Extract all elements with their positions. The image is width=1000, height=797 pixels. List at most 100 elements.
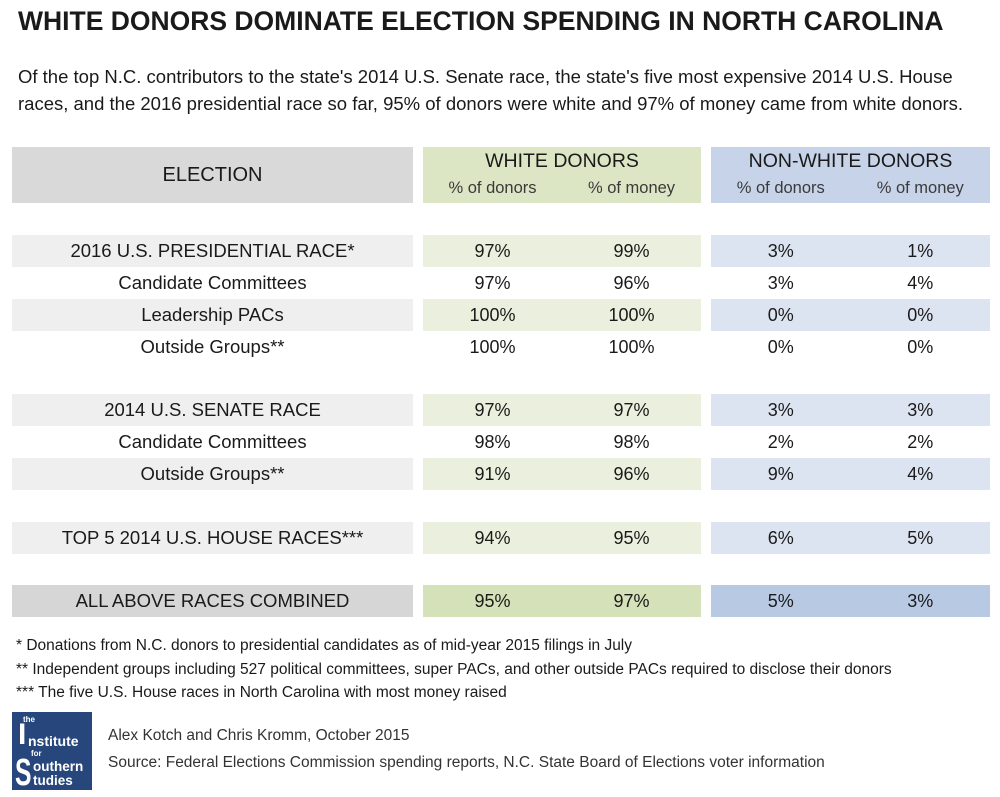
breakdown-row: Outside Groups** 91% 96% 9% 4%	[12, 458, 990, 490]
white-pct-donors-cell: 94%	[474, 527, 511, 548]
non-white-pct-money-cell: 0%	[907, 304, 934, 325]
white-donors-cells: 91% 96%	[423, 458, 701, 490]
row-label: Candidate Committees	[118, 271, 307, 293]
white-pct-money-cell: 97%	[613, 400, 650, 420]
total-row: ALL ABOVE RACES COMBINED 95% 97% 5% 3%	[12, 585, 990, 617]
non-white-donors-cells: 5% 3%	[711, 585, 990, 617]
institute-logo: the I nstitute for S outhern tudies	[12, 712, 92, 790]
election-column-header: ELECTION	[12, 147, 413, 203]
white-pct-donors-cell: 95%	[474, 591, 511, 611]
non-white-donors-cells: 0% 0%	[711, 298, 990, 331]
white-donors-cells: 100% 100%	[423, 298, 701, 331]
white-donors-cells: 98% 98%	[423, 426, 701, 458]
breakdown-row: Leadership PACs 100% 100% 0% 0%	[12, 298, 990, 331]
non-white-pct-donors-cell: 3%	[767, 400, 794, 420]
source-credit: Source: Federal Elections Commission spe…	[108, 754, 825, 771]
white-pct-donors-subheader: % of donors	[448, 179, 537, 197]
page-subtitle: Of the top N.C. contributors to the stat…	[18, 66, 964, 114]
footnote: * Donations from N.C. donors to presiden…	[16, 637, 633, 654]
row-label: Leadership PACs	[12, 298, 413, 331]
footnote: ** Independent groups including 527 poli…	[16, 660, 892, 678]
table-body: 2016 U.S. PRESIDENTIAL RACE* 97% 99% 3% 1% Ca…	[12, 234, 990, 617]
logo-letters: nstitute	[28, 733, 79, 749]
non-white-donors-cells: 2% 2%	[711, 426, 990, 458]
non-white-pct-donors-cell: 3%	[767, 240, 794, 261]
non-white-pct-donors-cell: 6%	[767, 527, 794, 548]
white-pct-money-cell: 96%	[613, 272, 650, 293]
white-pct-donors-cell: 100%	[469, 304, 516, 325]
white-pct-money-cell: 98%	[613, 432, 650, 452]
non-white-pct-donors-cell: 9%	[767, 464, 794, 484]
non-white-donors-cells: 3% 1%	[711, 234, 990, 267]
logo-letters: tudies	[33, 773, 73, 788]
footnote: *** The five U.S. House races in North C…	[16, 684, 507, 701]
breakdown-row: Outside Groups** 100% 100% 0% 0%	[12, 331, 990, 363]
table-section: 2016 U.S. PRESIDENTIAL RACE* 97% 99% 3% 1% Ca…	[12, 234, 990, 363]
white-pct-money-subheader: % of money	[587, 179, 676, 197]
white-pct-donors-cell: 100%	[469, 336, 516, 357]
non-white-pct-money-cell: 2%	[907, 432, 934, 452]
logo-letters: the	[23, 715, 35, 724]
white-donors-cells: 100% 100%	[423, 331, 701, 363]
white-donors-cells: 97% 97%	[423, 394, 701, 426]
donor-table: ELECTION WHITE DONORS % of donors % of m…	[12, 147, 990, 617]
non-white-pct-money-cell: 4%	[907, 464, 934, 484]
row-label: 2016 U.S. PRESIDENTIAL RACE*	[12, 234, 413, 267]
non-white-pct-money-cell: 4%	[907, 272, 934, 293]
row-label: ALL ABOVE RACES COMBINED	[12, 585, 413, 617]
non-white-pct-money-cell: 3%	[907, 591, 934, 611]
non-white-donors-cells: 3% 3%	[711, 394, 990, 426]
race-row: TOP 5 2014 U.S. HOUSE RACES*** 94% 95% 6% 5%	[12, 521, 990, 554]
non-white-pct-donors-cell: 0%	[767, 336, 794, 357]
non-white-pct-money-cell: 0%	[907, 336, 934, 357]
author-credit: Alex Kotch and Chris Kromm, October 2015	[108, 727, 410, 744]
non-white-pct-money-cell: 1%	[907, 240, 934, 261]
non-white-donors-title: NON-WHITE DONORS	[748, 150, 953, 172]
logo-letters: I	[18, 718, 27, 751]
logo-letters: outhern	[33, 759, 84, 774]
row-label: 2014 U.S. SENATE RACE	[12, 394, 413, 426]
white-pct-money-cell: 100%	[608, 336, 655, 357]
non-white-pct-money-subheader: % of money	[876, 179, 964, 197]
white-pct-money-cell: 99%	[613, 240, 650, 261]
white-pct-money-cell: 97%	[613, 591, 650, 611]
non-white-pct-donors-subheader: % of donors	[736, 179, 825, 197]
table-section-total: ALL ABOVE RACES COMBINED 95% 97% 5% 3%	[12, 585, 990, 617]
table-section: 2014 U.S. SENATE RACE 97% 97% 3% 3% Candidate…	[12, 394, 990, 490]
white-donors-subheaders: % of donors % of money	[423, 173, 701, 203]
white-pct-donors-cell: 97%	[474, 400, 511, 420]
non-white-donors-cells: 0% 0%	[711, 331, 990, 363]
election-header-label: ELECTION	[162, 163, 263, 186]
white-donors-header: WHITE DONORS % of donors % of money	[423, 147, 701, 203]
white-donors-cells: 94% 95%	[423, 521, 701, 554]
white-donors-cells: 97% 99%	[423, 234, 701, 267]
non-white-pct-donors-cell: 0%	[767, 304, 794, 325]
non-white-pct-donors-cell: 3%	[767, 272, 794, 293]
white-pct-donors-cell: 97%	[474, 272, 511, 293]
breakdown-row: Candidate Committees 97% 96% 3% 4%	[12, 267, 990, 299]
race-row: 2014 U.S. SENATE RACE 97% 97% 3% 3%	[12, 394, 990, 426]
non-white-donors-cells: 6% 5%	[711, 521, 990, 554]
row-label: Outside Groups**	[140, 335, 285, 357]
row-label: Outside Groups**	[12, 458, 413, 490]
white-pct-donors-cell: 98%	[474, 432, 511, 452]
white-donors-cells: 97% 96%	[423, 267, 701, 299]
non-white-pct-donors-cell: 5%	[767, 591, 794, 611]
footnotes: * Donations from N.C. donors to presiden…	[16, 634, 892, 705]
white-pct-money-cell: 100%	[608, 304, 655, 325]
white-pct-money-cell: 96%	[613, 464, 650, 484]
non-white-pct-money-cell: 5%	[907, 527, 934, 548]
non-white-pct-money-cell: 3%	[907, 400, 934, 420]
table-section: TOP 5 2014 U.S. HOUSE RACES*** 94% 95% 6% 5%	[12, 521, 990, 554]
white-donors-cells: 95% 97%	[423, 585, 701, 617]
white-pct-donors-cell: 91%	[474, 464, 511, 484]
non-white-donors-cells: 9% 4%	[711, 458, 990, 490]
row-label: Candidate Committees	[118, 431, 307, 452]
row-label: TOP 5 2014 U.S. HOUSE RACES***	[12, 521, 413, 554]
non-white-donors-header: NON-WHITE DONORS % of donors % of money	[711, 147, 990, 203]
race-row: 2016 U.S. PRESIDENTIAL RACE* 97% 99% 3% 1%	[12, 234, 990, 267]
credits: Alex Kotch and Chris Kromm, October 2015…	[108, 722, 825, 776]
white-pct-donors-cell: 97%	[474, 240, 511, 261]
logo-letters: for	[31, 749, 42, 758]
page-title: WHITE DONORS DOMINATE ELECTION SPENDING …	[18, 6, 944, 36]
